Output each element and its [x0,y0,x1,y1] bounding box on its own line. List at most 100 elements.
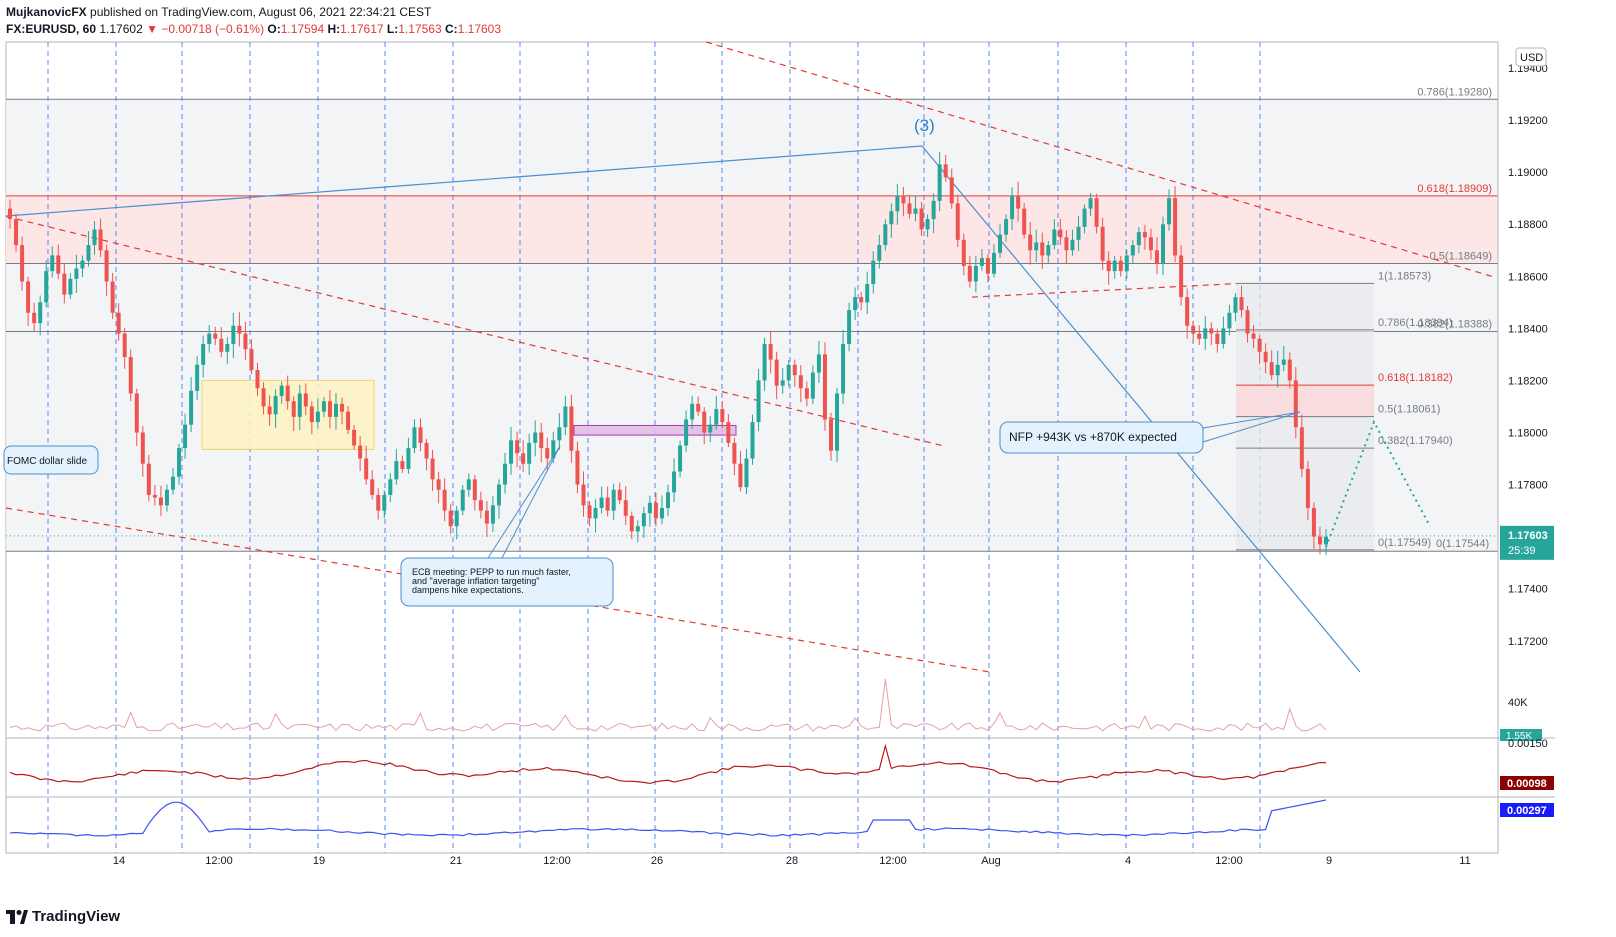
candle-body [672,471,677,493]
candle-body [575,450,580,485]
candle-body [841,343,846,394]
candle-body [207,333,212,344]
candle-body [937,164,942,201]
time-tick-label: 12:00 [543,855,571,867]
nfp-pointer [1202,411,1301,443]
candle-body [521,453,526,464]
candle-body [913,208,918,214]
candle-body [1094,198,1099,227]
author-name[interactable]: MujkanovicFX [6,5,87,19]
candle-body [267,406,272,415]
candle-body [889,211,894,225]
candle-body [376,494,381,511]
candle-body [412,427,417,449]
low-value: 1.17563 [398,22,442,36]
candle-body [509,440,514,464]
time-tick-label: 14 [113,855,125,867]
time-tick-label: 19 [313,855,325,867]
candle-body [1185,297,1190,326]
currency-label: USD [1520,52,1543,64]
macd-line [9,743,1327,785]
candle-body [140,432,145,464]
candle-body [285,385,290,402]
candle-body [539,432,544,449]
candle-body [551,440,556,459]
open-value: 1.17594 [280,22,325,36]
candle-body [979,258,984,266]
ohlc-line: FX:EURUSD, 60 1.17602 ▼ −0.00718 (−0.61%… [6,21,501,38]
candle-body [871,260,876,285]
candle-body [865,284,870,303]
ecb-callout-line: and "average inflation targeting" [412,576,539,586]
candle-body [279,385,284,397]
time-tick-label: 11 [1459,855,1470,867]
candle-body [177,448,182,477]
footer-brand: TradingView [6,908,120,925]
candle-body [56,255,61,274]
candle-body [1305,468,1310,508]
candle-body [611,489,616,511]
candle-body [1022,208,1027,235]
fib-label: 0.786(1.19280) [1417,86,1492,98]
candle-body [1106,260,1111,272]
price-tick-label: 1.19000 [1508,167,1548,179]
candle-body [1227,312,1232,329]
candle-body [454,510,459,527]
candle-body [1324,536,1328,545]
candle-body [1209,328,1214,334]
candle-body [563,406,568,428]
candle-body [189,390,194,425]
oscillator-line [9,799,1327,837]
candle-body [1191,325,1196,334]
candle-body [1136,232,1141,246]
candle-body [14,219,19,246]
candle-body [714,409,719,425]
candle-body [436,479,441,490]
candle-body [1082,208,1087,227]
candle-body [496,484,501,506]
fomc-callout-text: FOMC dollar slide [7,456,87,467]
channel-line [5,215,943,447]
price-tick-label: 1.17200 [1508,636,1548,648]
candle-body [816,354,821,373]
nfp-callout-text: NFP +943K vs +870K expected [1009,430,1177,444]
candle-body [780,380,785,386]
candle-body [243,333,248,350]
candle-body [991,252,996,274]
candle-body [74,268,79,279]
candle-body [1034,242,1039,251]
candle-body [1293,380,1298,428]
candle-body [1070,239,1075,251]
candle-body [931,200,936,220]
candle-body [907,203,912,214]
candle-body [26,281,31,313]
candle-body [653,502,658,519]
candle-body [321,401,326,412]
ecb-callout-line: dampens hike expectations. [412,585,524,595]
candle-body [1299,427,1304,469]
candle-body [726,422,731,443]
time-tick-label: 26 [651,855,663,867]
fib-label: 0.382(1.18388) [1417,318,1492,330]
candle-body [104,250,109,282]
candle-body [949,177,954,204]
price-tick-label: 1.17400 [1508,584,1548,596]
candle-body [1148,237,1153,251]
candle-body [291,401,296,417]
symbol-label[interactable]: FX:EURUSD, 60 [6,22,97,36]
price-tick-label: 1.18400 [1508,323,1548,335]
candle-body [20,245,25,282]
candle-body [352,429,357,446]
candle-body [901,195,906,204]
price-change: ▼ −0.00718 (−0.61%) [146,22,265,36]
candle-body [1058,229,1063,238]
volume-badge-value: 1.55K [1506,731,1532,742]
candle-body [1130,245,1135,256]
brand-name[interactable]: TradingView [32,908,121,925]
candle-body [400,461,405,469]
candle-body [32,312,37,324]
candle-body [146,463,151,495]
low-label: L: [386,22,399,36]
candle-body [1028,234,1033,251]
